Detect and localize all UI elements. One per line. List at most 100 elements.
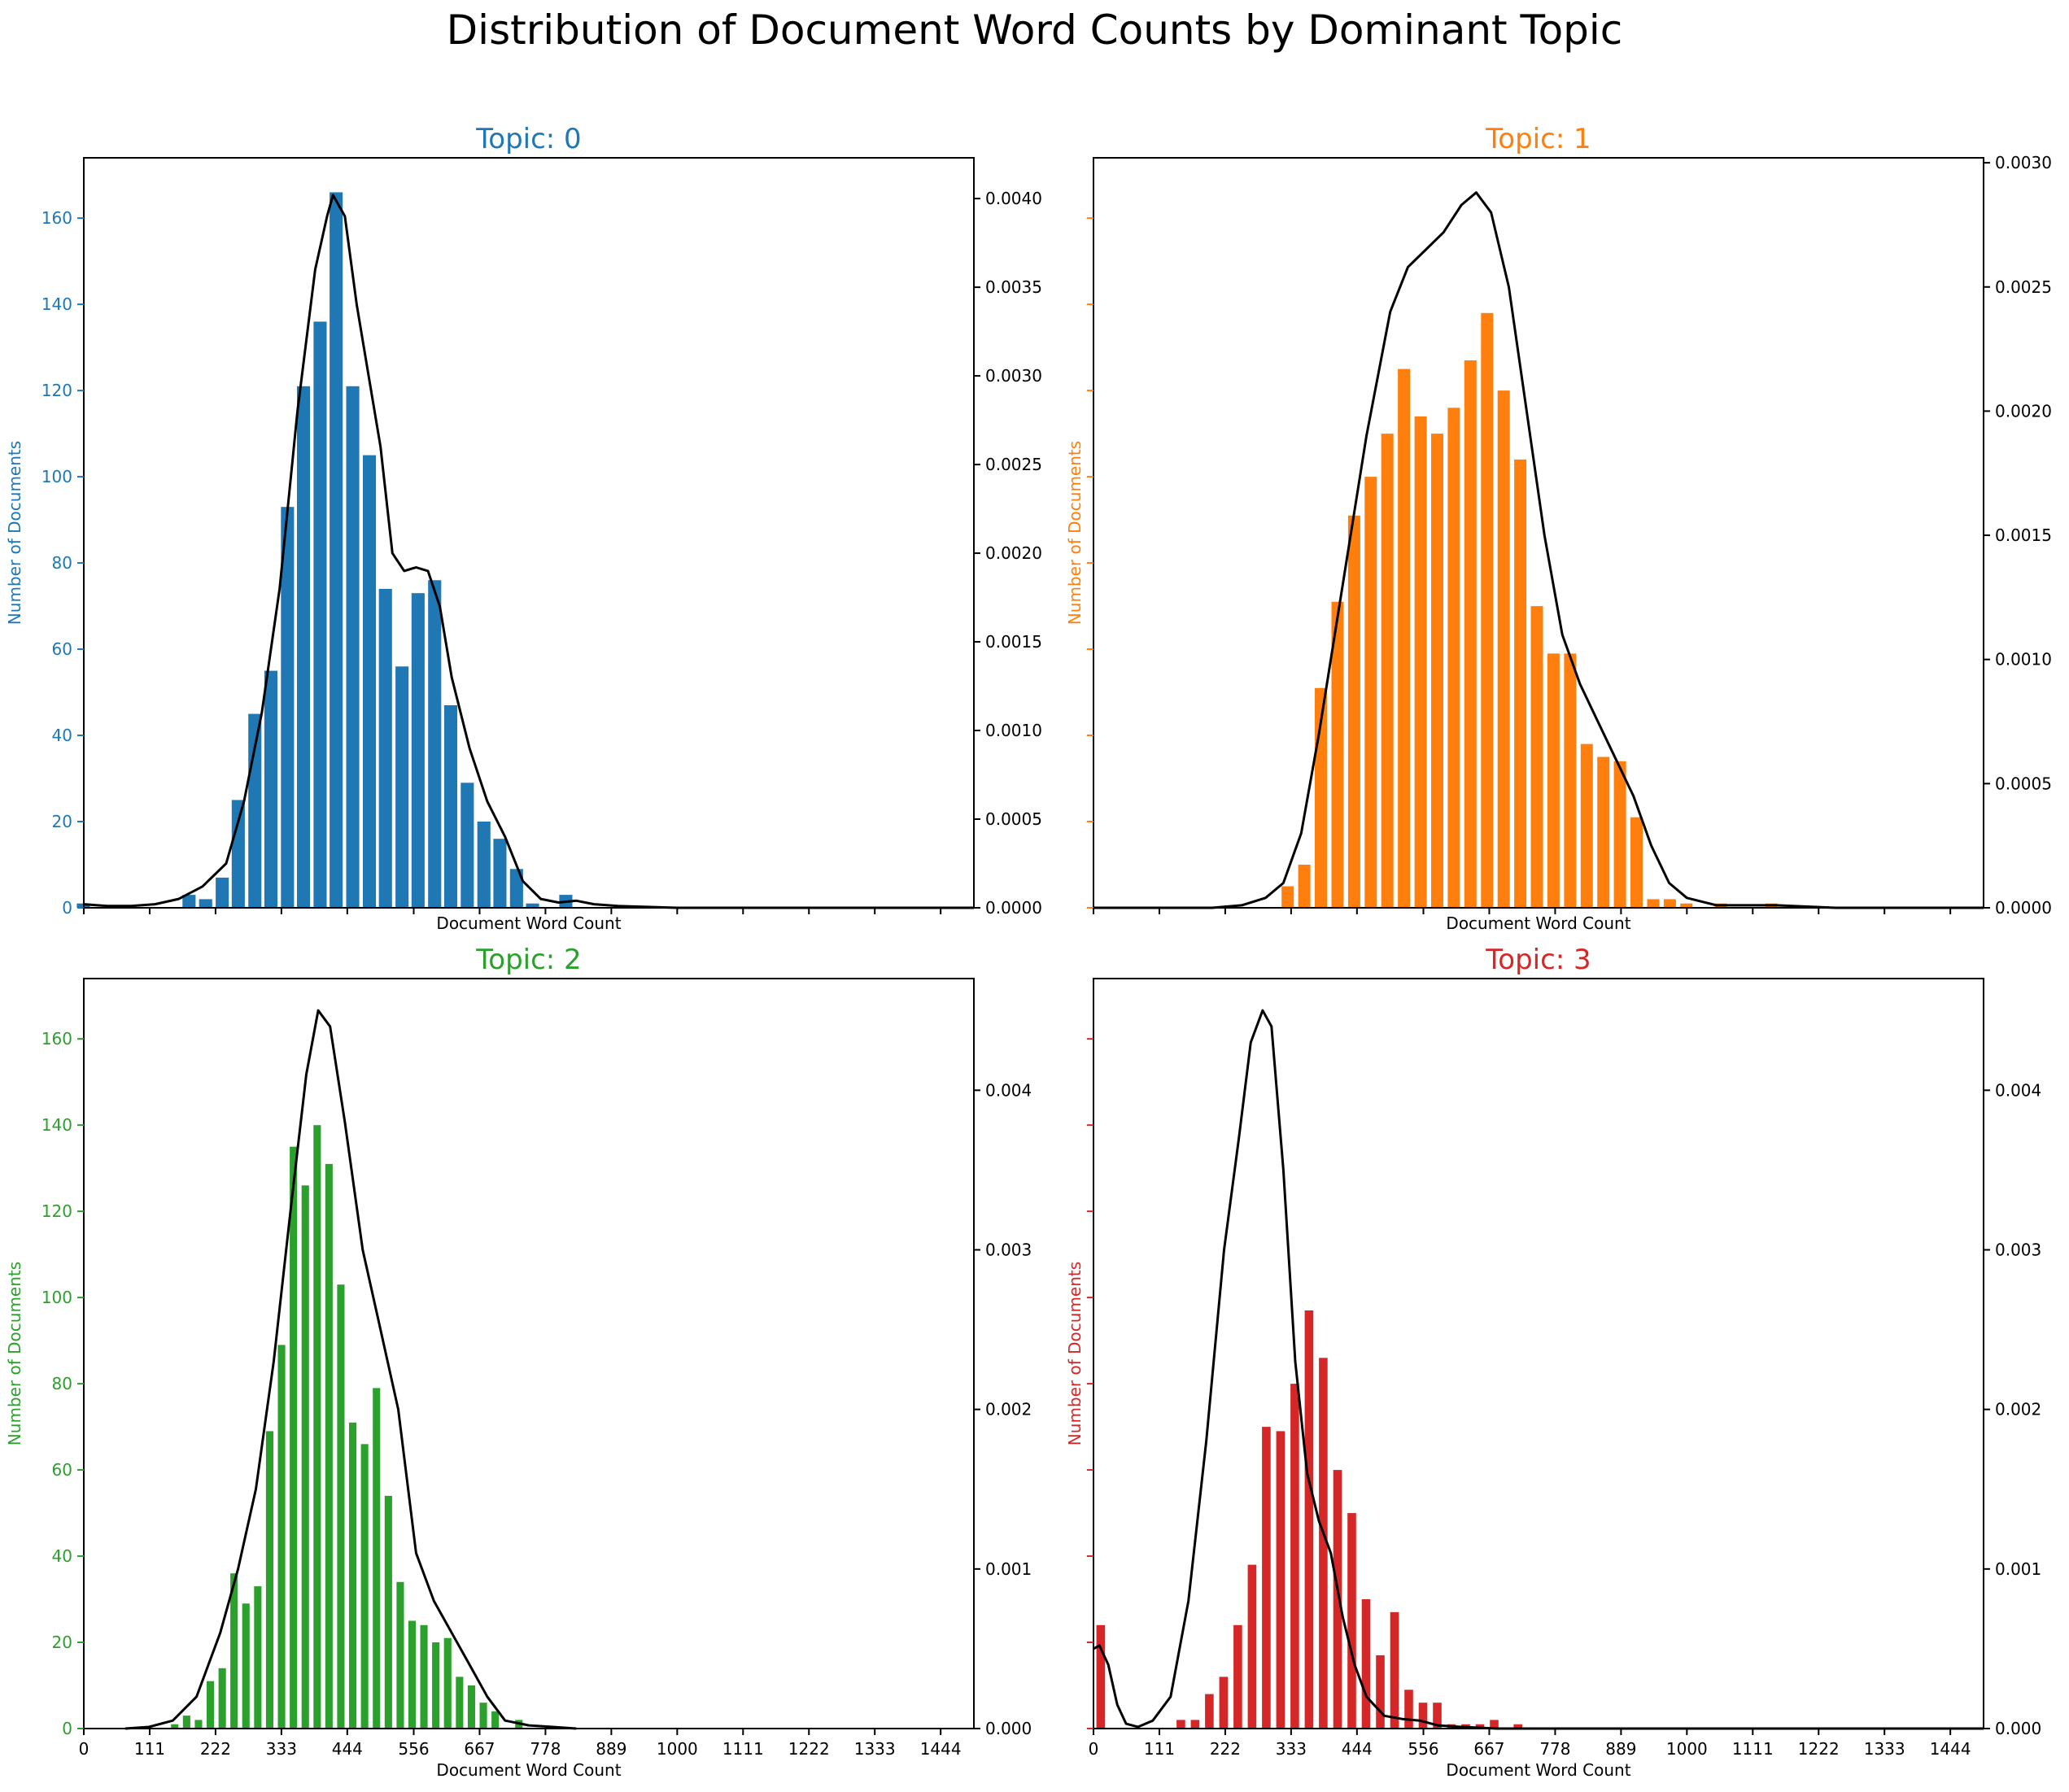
bar-12 [1481,312,1494,908]
bar-1 [182,1716,190,1729]
bar-19 [477,822,491,908]
density-curve [124,1009,577,1730]
bar-3 [207,1681,215,1729]
x-tick-label-7: 778 [530,1739,561,1759]
bar-11 [1319,1358,1328,1729]
bar-21 [509,869,523,908]
y-tick-label-4: 80 [52,1374,72,1393]
axes-frame [1093,978,1984,1729]
bar-20 [408,1620,416,1729]
bar-17 [1404,1690,1413,1729]
x-axis-label: Document Word Count [1446,1760,1630,1780]
bar-17 [1564,653,1577,908]
bar-15 [349,1422,357,1729]
bar-1 [182,895,196,908]
bar-8 [1414,416,1427,908]
x-tick-label-11: 1222 [1798,1739,1840,1759]
y2-tick-label-1: 0.001 [1995,1559,2041,1579]
bar-24 [1680,903,1693,908]
x-tick-label-2: 222 [1210,1739,1241,1759]
bar-7 [1262,1427,1271,1729]
bar-17 [373,1388,381,1729]
subplot-title: Topic: 2 [475,944,581,976]
bar-6 [1247,1564,1257,1729]
bar-8 [297,386,311,908]
axes-frame [83,157,975,909]
y2-tick-label-2: 0.002 [985,1400,1032,1419]
bar-22 [526,903,539,908]
x-tick-label-6: 667 [1473,1739,1504,1759]
bar-5 [1233,1624,1242,1729]
y-axis-label: Number of Documents [1065,441,1085,625]
bar-10 [290,1146,298,1729]
y-tick-label-2: 40 [52,1546,72,1566]
x-tick-label-7: 778 [1539,1739,1570,1759]
y2-tick-label-2: 0.0010 [985,721,1042,740]
bar-22 [1475,1724,1485,1729]
y2-tick-label-6: 0.0030 [1995,153,2052,172]
bar-18 [384,1495,392,1729]
bar-0 [1281,886,1294,908]
bar-4 [218,1668,226,1729]
y2-tick-label-6: 0.0030 [985,366,1042,386]
bar-13 [378,588,392,908]
y2-tick-label-4: 0.004 [985,1080,1032,1100]
bar-19 [396,1581,404,1729]
bar-6 [264,670,277,908]
bar-10 [1304,1310,1314,1729]
x-tick-label-6: 667 [464,1739,495,1759]
bar-22 [1647,899,1660,908]
density-curve [1093,1009,1984,1730]
bar-16 [428,580,442,908]
bar-9 [1431,434,1443,908]
x-tick-label-1: 111 [1144,1739,1175,1759]
bar-16 [1547,653,1560,908]
y-axis-label: Number of Documents [5,441,24,625]
bar-7 [254,1586,262,1729]
bar-4 [1219,1676,1229,1729]
y-tick-label-3: 60 [52,639,72,659]
y2-tick-label-0: 0.0000 [1995,898,2052,918]
x-tick-label-9: 1000 [1666,1739,1708,1759]
bar-6 [1381,434,1394,908]
bar-20 [1613,761,1626,908]
bar-12 [363,455,377,908]
subplot-topic-3: 0.000 0.001 0.002 0.003 0.004 0 111 222 333 444 55… [1065,944,2041,1780]
y2-tick-label-0: 0.0000 [985,898,1042,918]
subplot-topic-0: 0 20 40 60 80 100 120 140 160 0.0000 0.0005 0.0010 0… [5,123,1042,933]
figure-title: Distribution of Document Word Counts by … [446,7,1623,54]
x-tick-label-12: 1333 [854,1739,896,1759]
bar-9 [313,321,327,908]
x-tick-label-10: 1111 [1732,1739,1774,1759]
bar-3 [1331,601,1344,908]
bar-12 [1333,1470,1342,1729]
bar-10 [330,192,343,908]
bar-13 [1497,390,1510,909]
bar-13 [325,1163,333,1729]
x-tick-label-0: 0 [79,1739,89,1759]
bar-16 [360,1444,369,1729]
y-tick-label-1: 20 [52,812,72,831]
bar-10 [1447,408,1460,908]
x-tick-label-5: 556 [1408,1739,1438,1759]
bar-27 [491,1711,500,1729]
x-axis-label: Document Word Count [436,1760,621,1780]
bar-9 [1290,1384,1299,1729]
y-tick-label-5: 100 [41,1288,72,1307]
y2-tick-label-1: 0.0005 [985,809,1042,829]
y2-tick-label-3: 0.0015 [1995,525,2052,545]
y-axis-label: Number of Documents [5,1262,24,1445]
y2-tick-label-1: 0.0005 [1995,774,2052,793]
subplot-title: Topic: 0 [475,123,581,155]
bar-24 [456,1676,464,1729]
y2-tick-label-8: 0.0040 [985,189,1042,208]
subplot-topic-2: 0 20 40 60 80 100 120 140 160 0.000 0.001 0.002 0.00… [5,944,1032,1780]
bar-13 [1347,1513,1356,1729]
bar-8 [1276,1431,1285,1729]
bar-5 [230,1573,238,1729]
density-curve [83,194,974,909]
bar-14 [337,1284,345,1729]
bar-25 [467,1685,475,1729]
